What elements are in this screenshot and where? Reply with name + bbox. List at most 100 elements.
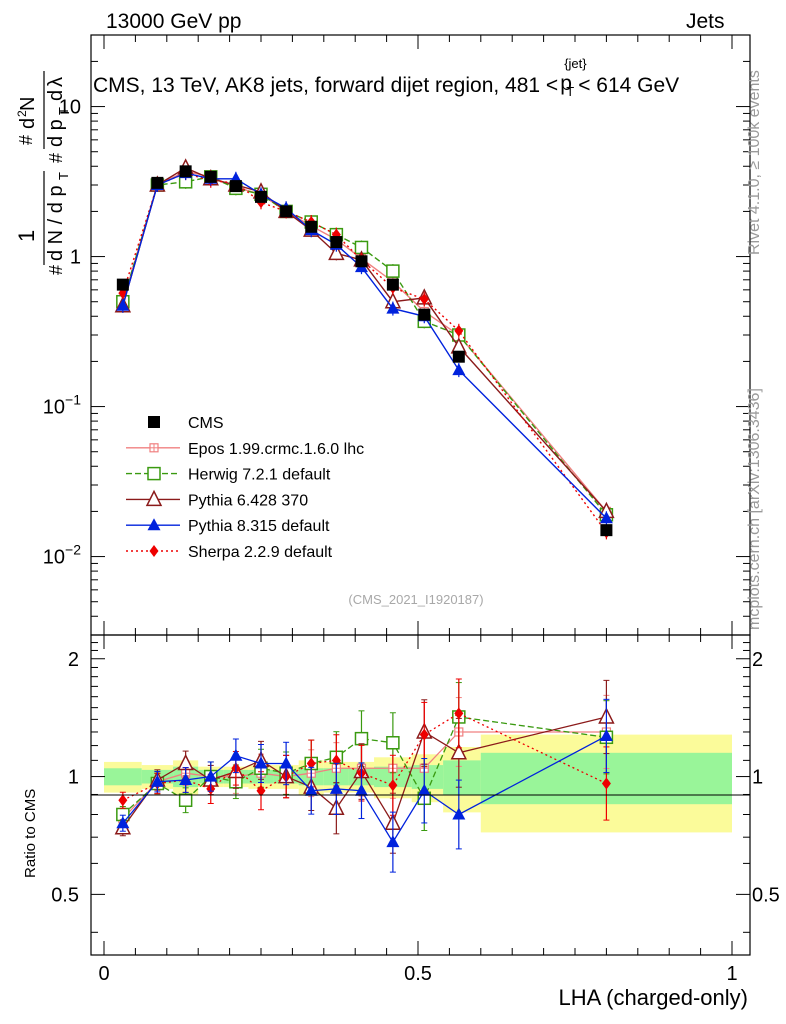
title-p: p <box>560 72 572 95</box>
ratio-y-label: Ratio to CMS <box>22 788 39 878</box>
legend-marker-sherpa <box>149 545 159 557</box>
ratio-tick-label-right: 0.5 <box>752 884 780 906</box>
title-main: CMS, 13 TeV, AK8 jets, forward dijet reg… <box>93 74 559 97</box>
axis-ticks: 0 0.5 1 10 1 10−1 10−2 0.5 0.5 1 1 2 2 <box>43 34 780 985</box>
legend-marker-pythia8 <box>147 518 161 531</box>
ratio-point-sherpa <box>601 777 611 790</box>
y-label-part: λ <box>45 77 67 87</box>
ratio-point-herwig <box>178 793 193 807</box>
legend-label-epos: Epos 1.99.crmc.1.6.0 lhc <box>188 441 364 458</box>
legend-label-pythia6: Pythia 6.428 370 <box>188 492 308 509</box>
y-label-part: d <box>45 90 67 101</box>
legend-label-herwig: Herwig 7.2.1 default <box>188 467 331 484</box>
ratio-point-sherpa <box>118 794 128 807</box>
rivet-label: Rivet 4.1.0, ≥ 100k events <box>746 70 763 255</box>
legend-label-pythia8: Pythia 8.315 default <box>188 518 330 535</box>
y-label-part: d p <box>45 119 67 147</box>
mcplots-label: mcplots.cern.ch [arXiv:1306.3436] <box>746 388 763 630</box>
ratio-point-pythia8 <box>304 783 318 796</box>
ratio-point-herwig <box>386 736 400 750</box>
ratio-point-pythia8 <box>279 756 293 769</box>
title-T: T <box>566 84 575 99</box>
point-pythia8 <box>116 298 130 311</box>
x-tick-label: 1 <box>726 963 737 985</box>
y-label-part: T <box>56 107 70 115</box>
ratio-tick-label: 1 <box>68 767 79 789</box>
series-line-herwig <box>122 176 607 516</box>
y-label-part: d <box>17 118 39 129</box>
band-inner <box>411 765 444 789</box>
x-tick-label: 0 <box>98 963 109 985</box>
point-cms <box>255 190 267 203</box>
point-cms <box>355 255 368 268</box>
point-cms <box>116 278 129 291</box>
x-tick-label: 0.5 <box>404 963 432 985</box>
point-pythia6 <box>328 243 345 261</box>
point-cms <box>330 236 343 249</box>
ratio-point-sherpa <box>256 784 266 797</box>
legend-label-cms: CMS <box>188 415 224 432</box>
series-pythia6 <box>114 158 615 519</box>
point-cms <box>305 220 318 233</box>
series-cms <box>116 165 613 537</box>
legend-marker-pythia6 <box>145 489 163 507</box>
ratio-tick-label-right: 2 <box>752 649 763 671</box>
legend: CMS Epos 1.99.crmc.1.6.0 lhc Herwig 7.2.1 … <box>126 415 364 561</box>
title-tail: < 614 GeV <box>578 74 680 97</box>
ratio-point-sherpa <box>419 728 429 741</box>
series-line-epos <box>122 170 607 512</box>
y-label-part: d N / d p <box>45 185 67 261</box>
series-line-pythia6 <box>122 167 607 512</box>
point-pythia8 <box>452 363 466 376</box>
point-cms <box>600 524 613 537</box>
legend-label-sherpa: Sherpa 2.2.9 default <box>188 544 333 561</box>
point-cms <box>452 350 465 363</box>
point-sherpa <box>454 324 464 337</box>
main-panel-series <box>114 158 615 540</box>
y-label-part: T <box>56 172 70 180</box>
point-cms <box>418 308 431 321</box>
y-tick-label: 10−2 <box>43 542 81 569</box>
ratio-point-pythia8 <box>179 772 193 785</box>
analysis-id: (CMS_2021_I1920187) <box>348 592 483 607</box>
ratio-point-sherpa <box>306 757 316 770</box>
ratio-line-pythia8 <box>122 735 607 844</box>
legend-marker-herwig <box>147 466 161 481</box>
point-cms <box>386 278 399 291</box>
ratio-tick-label: 0.5 <box>51 884 79 906</box>
legend-marker-epos <box>149 443 159 453</box>
ratio-point-sherpa <box>388 779 398 792</box>
band-inner <box>104 768 142 786</box>
legend-marker-cms <box>148 416 160 428</box>
ratio-point-pythia8 <box>204 769 218 782</box>
series-epos <box>118 164 612 519</box>
y-tick-label: 10−1 <box>43 392 81 419</box>
y-tick-label: 10 <box>59 97 81 119</box>
ratio-point-herwig <box>354 731 369 746</box>
ratio-point-pythia8 <box>150 774 164 787</box>
ratio-point-sherpa <box>454 707 464 720</box>
y-label-part: # <box>46 265 66 275</box>
ratio-point-pythia8 <box>599 728 613 741</box>
ratio-point-pythia6 <box>450 743 468 760</box>
point-cms <box>229 180 242 193</box>
header-right: Jets <box>686 10 725 33</box>
ratio-point-pythia8 <box>386 835 400 848</box>
title-jet: {jet} <box>564 56 587 71</box>
point-herwig <box>386 264 400 278</box>
point-cms <box>179 165 192 178</box>
ratio-point-pythia8 <box>116 816 130 829</box>
point-cms <box>151 176 164 189</box>
y-label-part: 2 <box>15 110 29 117</box>
point-sherpa <box>419 293 429 306</box>
y-label-part: # <box>46 153 66 163</box>
y-label-part: 1 <box>14 230 39 242</box>
ratio-series-pythia8 <box>116 698 613 873</box>
header-left: 13000 GeV pp <box>106 10 242 33</box>
point-cms <box>204 170 217 183</box>
ratio-point-pythia8 <box>254 756 268 769</box>
ratio-point-pythia8 <box>354 783 368 796</box>
